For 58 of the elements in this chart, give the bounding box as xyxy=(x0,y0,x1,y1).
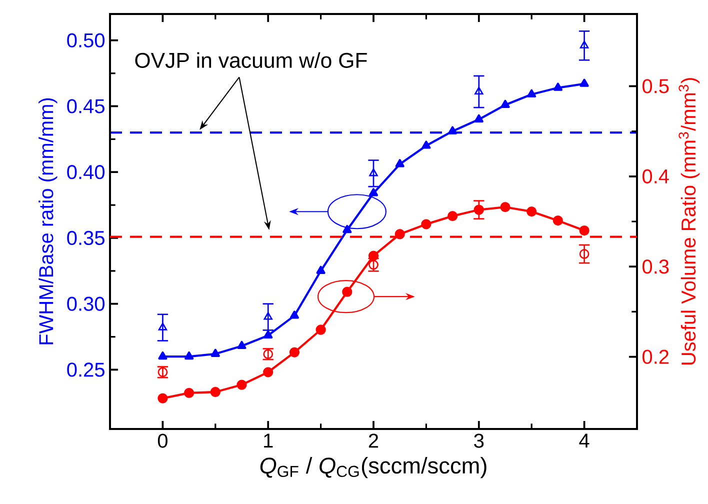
point xyxy=(395,159,404,168)
point xyxy=(316,324,326,335)
point xyxy=(553,82,562,91)
point xyxy=(158,393,168,404)
point xyxy=(342,224,352,234)
y-tick-label: 0.50 xyxy=(67,33,104,48)
y-tick-label: 0.35 xyxy=(67,230,104,246)
point xyxy=(526,206,537,217)
point xyxy=(527,89,536,98)
point xyxy=(421,219,432,230)
point xyxy=(264,330,273,339)
y-tick-label: 0.30 xyxy=(67,296,104,311)
point xyxy=(368,188,378,196)
point xyxy=(289,347,300,358)
point xyxy=(290,310,299,319)
point xyxy=(264,312,272,320)
point xyxy=(158,322,168,330)
point xyxy=(580,78,589,87)
annotation: OVJP in vacuum w/o GF xyxy=(135,52,367,68)
point xyxy=(500,202,510,212)
x-tick-label: 3 xyxy=(474,434,484,448)
point xyxy=(580,40,589,48)
point xyxy=(579,225,590,236)
y2-tick-label: 0.3 xyxy=(642,260,669,274)
point xyxy=(394,229,405,240)
point xyxy=(342,286,352,297)
y-tick-label: 0.25 xyxy=(67,362,104,377)
point xyxy=(237,340,246,350)
point xyxy=(447,211,458,222)
x-tick-label: 4 xyxy=(579,434,590,448)
point xyxy=(368,250,379,261)
point xyxy=(158,351,168,360)
y2-axis-title: Useful Volume Ratio (mm$^{3}$/mm$^{3}$) xyxy=(678,78,700,365)
y-tick-label: 0.45 xyxy=(67,99,104,114)
point xyxy=(184,388,194,398)
point xyxy=(579,249,590,259)
x-tick-label: 2 xyxy=(368,434,378,448)
y-axis-title: FWHM/Base ratio (mm/mm) xyxy=(38,98,58,344)
y-tick-label: 0.40 xyxy=(67,165,104,180)
point xyxy=(552,216,564,226)
point xyxy=(448,126,458,134)
point xyxy=(474,114,484,122)
point xyxy=(236,380,247,390)
x-tick-label: 0 xyxy=(158,434,168,448)
point xyxy=(369,168,378,176)
x-axis-title: Q$_{GF}$ / Q$_{CG}$(sccm/sccm) xyxy=(260,457,486,478)
point xyxy=(316,266,326,274)
x-tick-label: 1 xyxy=(264,434,273,448)
point xyxy=(210,348,220,357)
y2-tick-label: 0.5 xyxy=(642,79,669,94)
point xyxy=(184,351,194,360)
point xyxy=(210,386,220,398)
y2-tick-label: 0.2 xyxy=(642,350,669,364)
point xyxy=(422,140,431,149)
point xyxy=(263,367,274,378)
point xyxy=(474,86,484,95)
point xyxy=(500,100,510,108)
y2-tick-label: 0.4 xyxy=(642,169,669,184)
